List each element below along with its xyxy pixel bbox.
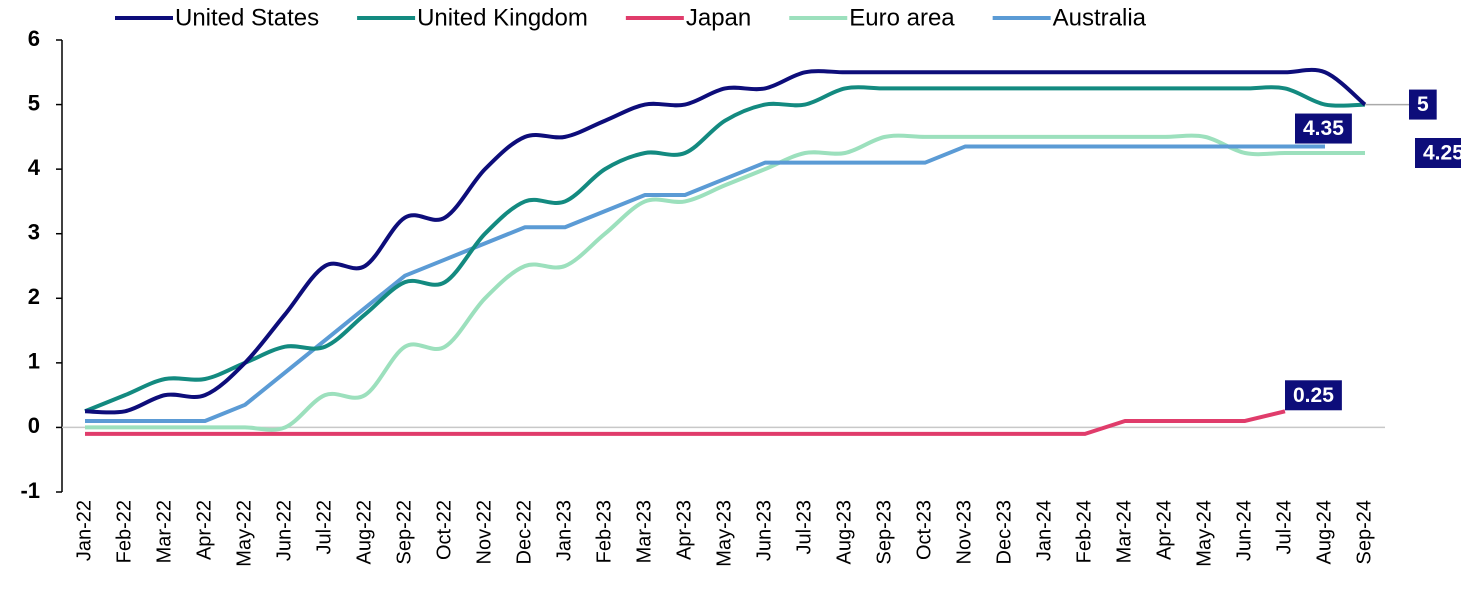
x-tick-label: Feb-22 [113,500,135,563]
series-line [85,144,1325,423]
y-tick-label: -1 [20,478,40,503]
series-line [84,67,1367,415]
x-tick-label: May-22 [233,500,255,567]
legend-label: Japan [686,4,751,31]
series-line [85,133,1365,432]
x-tick-label: Mar-24 [1113,500,1135,563]
x-tick-label: Jan-24 [1033,500,1055,561]
x-tick-label: Jun-24 [1233,500,1255,561]
y-tick-label: 4 [28,155,41,180]
x-tick-label: Oct-23 [913,500,935,560]
series-line [85,409,1286,436]
x-tick-label: Aug-22 [353,500,375,565]
x-tick-label: Feb-23 [593,500,615,563]
x-tick-label: Jun-22 [273,500,295,561]
series-line [84,85,1366,414]
x-tick-label: May-23 [713,500,735,567]
x-tick-label: Sep-24 [1353,500,1375,565]
x-tick-label: Aug-24 [1313,500,1335,565]
x-tick-label: Dec-22 [513,500,535,564]
x-tick-label: Feb-24 [1073,500,1095,563]
value-label-box [1295,113,1352,144]
value-label: 0.25 [1293,384,1334,407]
x-tick-label: May-24 [1193,500,1215,567]
value-label: 4.25 [1423,142,1461,165]
x-tick-label: Jan-23 [553,500,575,561]
x-tick-label: Sep-23 [873,500,895,565]
x-tick-label: Jun-23 [753,500,775,561]
value-label-box [1409,89,1437,120]
value-label-box [1415,138,1461,168]
x-tick-label: Dec-23 [993,500,1015,564]
legend-label: Euro area [849,4,955,31]
y-tick-label: 2 [28,284,40,309]
x-tick-label: Nov-22 [473,500,495,564]
x-tick-label: Jul-22 [313,500,335,554]
legend-label: United Kingdom [417,4,588,31]
legend-label: United States [175,4,319,31]
x-tick-label: Apr-23 [673,500,695,560]
x-tick-label: Sep-22 [393,500,415,565]
y-tick-label: 0 [28,413,40,438]
y-tick-label: 1 [28,349,40,374]
y-tick-label: 6 [28,26,40,51]
x-tick-label: Mar-22 [153,500,175,563]
legend-label: Australia [1053,4,1147,31]
x-tick-label: Nov-23 [953,500,975,564]
x-tick-label: Aug-23 [833,500,855,565]
y-tick-label: 5 [28,90,40,115]
y-tick-label: 3 [28,220,40,245]
x-tick-label: Jan-22 [73,500,95,561]
x-tick-label: Mar-23 [633,500,655,563]
x-tick-label: Jul-24 [1273,500,1295,554]
x-tick-label: Jul-23 [793,500,815,554]
x-tick-label: Apr-24 [1153,500,1175,560]
value-label: 5 [1417,93,1429,116]
x-tick-label: Oct-22 [433,500,455,560]
x-tick-label: Apr-22 [193,500,215,560]
value-label: 4.35 [1303,117,1344,140]
value-label-box [1285,380,1342,411]
